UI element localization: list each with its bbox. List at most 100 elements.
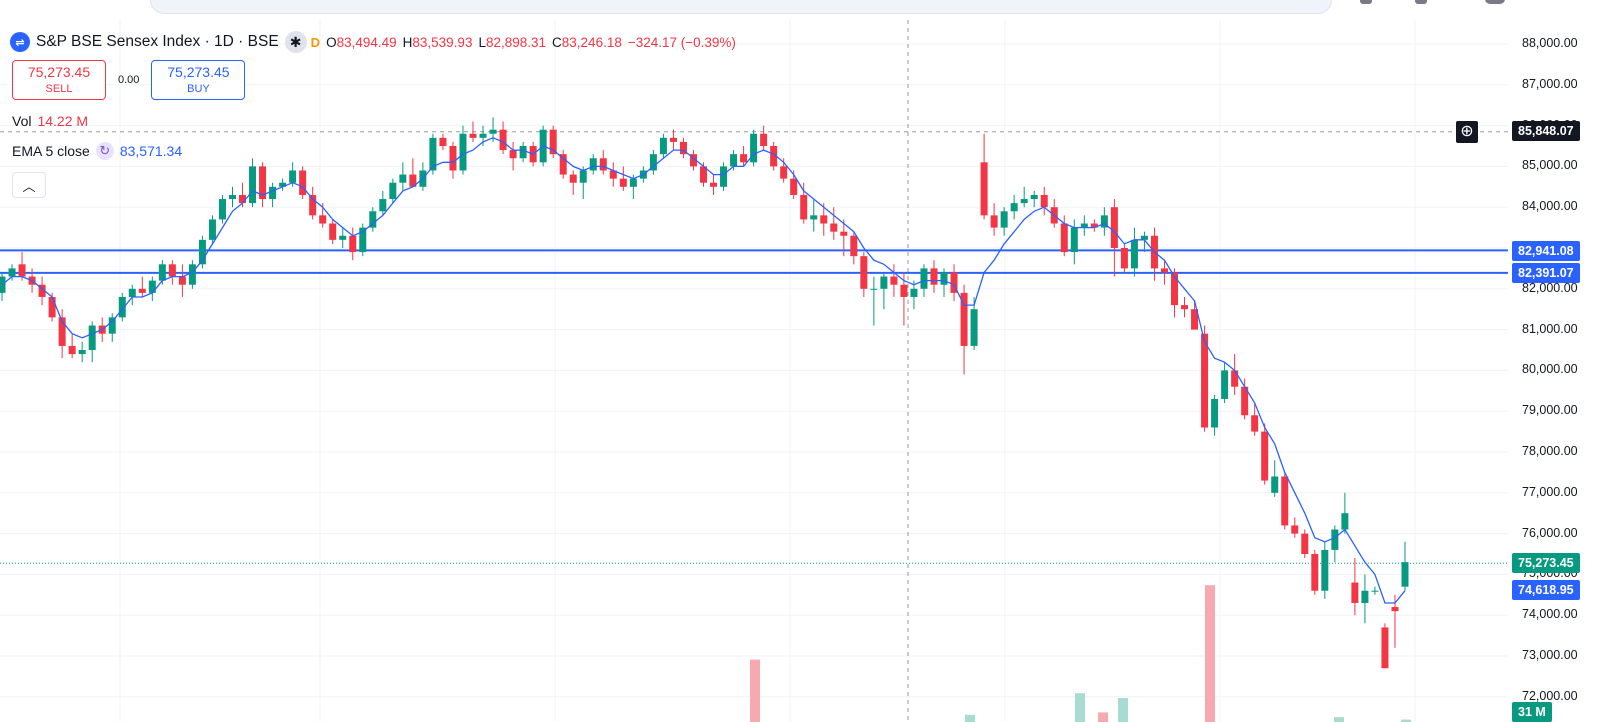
ohlc-change: −324.17 (−0.39%): [627, 34, 736, 50]
volume-bar: [1098, 712, 1108, 722]
candle-body: [1261, 431, 1269, 481]
candle-body: [399, 174, 407, 183]
candle-body: [559, 154, 567, 175]
candle-body: [1391, 607, 1399, 612]
toolbar-icon-2[interactable]: [1415, 0, 1427, 4]
candle-body: [389, 182, 397, 200]
candle-body: [48, 296, 56, 318]
candle-body: [1191, 309, 1199, 330]
candle-body: [259, 166, 267, 200]
volume-bar: [1401, 719, 1411, 722]
candle-body: [950, 272, 958, 293]
candle-body: [760, 133, 768, 146]
candle-body: [679, 141, 687, 155]
candle-body: [890, 276, 898, 285]
sensex-logo-icon[interactable]: ⇌: [10, 32, 30, 52]
candle-body: [619, 178, 627, 187]
candle-body: [1231, 370, 1239, 387]
price-tick: 77,000.00: [1522, 484, 1578, 499]
buy-button[interactable]: 75,273.45 BUY: [151, 60, 246, 100]
candlestick-chart[interactable]: [0, 20, 1508, 722]
search-bar[interactable]: [150, 0, 1332, 14]
symbol-legend: ⇌ S&P BSE Sensex Index · 1D · BSE ✱ D O8…: [10, 30, 736, 54]
spread-value: 0.00: [118, 74, 140, 86]
sell-price: 75,273.45: [27, 64, 91, 80]
ohlc-open: O83,494.49: [326, 34, 397, 50]
crosshair-price-label: 85,848.07: [1512, 121, 1580, 141]
add-alert-icon[interactable]: ⊕: [1456, 121, 1478, 143]
ohlc-low: L82,898.31: [478, 34, 547, 50]
candle-body: [730, 154, 738, 167]
candle-body: [319, 215, 327, 224]
toolbar-icon-1[interactable]: [1360, 0, 1372, 4]
candle-body: [1321, 549, 1329, 591]
ema-value: 83,571.34: [119, 143, 183, 159]
candle-body: [499, 129, 507, 151]
refresh-icon[interactable]: ↻: [95, 142, 114, 160]
candle-body: [659, 137, 667, 155]
candle-body: [359, 227, 367, 253]
chart-pane[interactable]: [0, 20, 1508, 722]
ema-legend[interactable]: EMA 5 close ↻ 83,571.34: [12, 142, 182, 160]
candle-body: [1401, 562, 1409, 587]
candle-body: [589, 158, 597, 171]
candle-body: [228, 194, 236, 200]
candle-body: [720, 166, 728, 187]
candle-body: [1251, 415, 1259, 432]
candle-body: [1341, 513, 1349, 530]
collapse-legend-button[interactable]: ︿: [12, 172, 46, 198]
candle-body: [1331, 529, 1339, 550]
candle-body: [900, 284, 908, 297]
candle-body: [1361, 590, 1369, 603]
candle-body: [519, 146, 527, 159]
candle-body: [840, 231, 848, 236]
buy-price: 75,273.45: [167, 64, 230, 80]
candle-body: [740, 154, 748, 163]
volume-legend[interactable]: Vol 14.22 M: [12, 113, 88, 129]
candle-body: [1281, 476, 1289, 526]
candle-body: [1070, 227, 1078, 253]
candle-body: [549, 129, 557, 155]
candle-body: [1211, 398, 1219, 428]
sell-label: SELL: [45, 83, 73, 95]
sell-button[interactable]: 75,273.45 SELL: [12, 60, 106, 100]
candle-body: [1060, 223, 1068, 253]
candle-body: [208, 219, 216, 240]
candle-body: [459, 133, 467, 171]
candle-body: [439, 137, 447, 146]
candle-body: [188, 264, 196, 285]
top-toolbar: [1340, 0, 1600, 8]
volume-bar: [750, 659, 760, 722]
volume-price-label: 31 M: [1512, 702, 1552, 722]
candle-body: [128, 288, 136, 297]
candle-body: [850, 235, 858, 257]
candle-body: [1100, 215, 1108, 228]
price-tick: 74,000.00: [1522, 607, 1578, 622]
candle-body: [249, 166, 257, 204]
candle-body: [469, 133, 477, 138]
candle-body: [68, 345, 76, 355]
candle-body: [1381, 627, 1389, 669]
candle-body: [299, 170, 307, 195]
volume-bar: [1075, 693, 1085, 722]
candle-body: [970, 309, 978, 346]
candle-body: [1020, 199, 1028, 204]
candle-body: [609, 170, 617, 179]
candle-body: [1090, 223, 1098, 228]
ohlc-close: C83,246.18: [552, 34, 622, 50]
candle-body: [669, 137, 677, 142]
candle-body: [1301, 533, 1309, 554]
candle-body: [1130, 239, 1138, 269]
candle-body: [770, 146, 778, 167]
symbol-title[interactable]: S&P BSE Sensex Index · 1D · BSE: [36, 33, 279, 50]
candle-body: [700, 166, 707, 183]
asterisk-icon[interactable]: ✱: [284, 31, 307, 53]
avatar[interactable]: [1485, 0, 1505, 4]
price-axis[interactable]: 88,000.0087,000.0086,000.0085,000.0084,0…: [1508, 20, 1600, 722]
candle-body: [1271, 476, 1279, 493]
volume-label: Vol: [12, 113, 32, 129]
candle-body: [870, 288, 878, 290]
candle-body: [1291, 525, 1299, 534]
candle-body: [1160, 268, 1168, 273]
candle-body: [920, 268, 928, 289]
